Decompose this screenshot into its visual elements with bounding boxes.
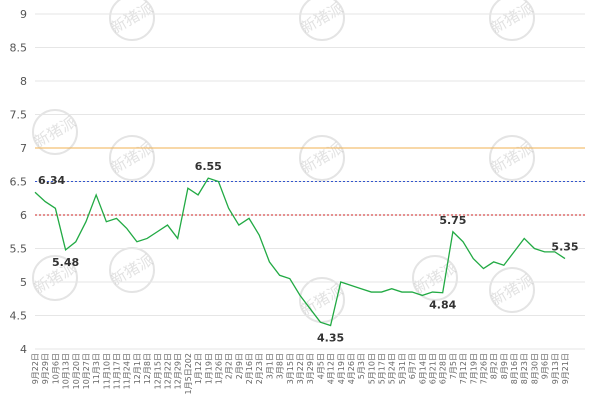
- watermark-circle: [109, 135, 155, 181]
- x-tick-label: 7月19日: [469, 353, 478, 384]
- x-tick-label: 9月21日: [561, 353, 570, 384]
- watermark-circle: [109, 0, 155, 41]
- watermark-circle: [32, 255, 78, 301]
- y-tick-label: 5: [20, 276, 27, 289]
- x-tick-label: 12月1日: [133, 353, 142, 384]
- x-tick-label: 3月1日: [265, 353, 274, 379]
- x-tick-label: 6月14日: [418, 353, 427, 384]
- x-tick-label: 1月26日: [214, 353, 223, 384]
- x-tick-label: 12月29日: [174, 353, 183, 389]
- watermark-circle: [32, 109, 78, 155]
- watermark-circle: [489, 0, 535, 41]
- watermark-circle: [489, 267, 535, 313]
- x-tick-label: 3月22日: [296, 353, 305, 384]
- x-tick-label: 3月15日: [286, 353, 295, 384]
- x-tick-label: 6月7日: [408, 353, 417, 379]
- x-tick-label: 6月21日: [429, 353, 438, 384]
- watermark-circle: [489, 135, 535, 181]
- watermark-circle: [299, 0, 345, 41]
- y-tick-label: 6.5: [10, 176, 28, 189]
- x-tick-label: 5月17日: [378, 353, 387, 384]
- x-tick-label: 7月26日: [479, 353, 488, 384]
- y-tick-label: 8.5: [10, 42, 28, 55]
- y-tick-label: 5.5: [10, 243, 28, 256]
- x-tick-label: 1月5日202: [184, 353, 193, 394]
- x-tick-label: 7月5日: [449, 353, 458, 379]
- x-tick-label: 7月12日: [459, 353, 468, 384]
- x-tick-label: 5月24日: [388, 353, 397, 384]
- x-tick-label: 2月2日: [225, 353, 234, 379]
- value-label: 5.35: [551, 241, 578, 254]
- x-tick-label: 4月5日: [316, 353, 325, 379]
- x-tick-label: 6月28日: [439, 353, 448, 384]
- x-tick-label: 8月30日: [530, 353, 539, 384]
- x-tick-label: 8月16日: [510, 353, 519, 384]
- x-tick-label: 4月19日: [337, 353, 346, 384]
- x-tick-label: 10月20日: [72, 353, 81, 389]
- x-tick-label: 3月8日: [276, 353, 285, 379]
- watermark-circle: [299, 135, 345, 181]
- value-label: 5.48: [52, 256, 79, 269]
- x-tick-label: 11月17日: [113, 353, 122, 389]
- x-tick-label: 9月13日: [551, 353, 560, 384]
- x-tick-label: 10月6日: [51, 353, 60, 384]
- y-tick-label: 4.5: [10, 310, 28, 323]
- x-tick-label: 12月15日: [153, 353, 162, 389]
- x-tick-label: 8月9日: [500, 353, 509, 379]
- y-tick-label: 4: [20, 343, 27, 356]
- x-tick-label: 11月3日: [92, 353, 101, 384]
- y-tick-label: 9: [20, 8, 27, 21]
- line: [34, 177, 566, 327]
- x-tick-label: 1月12日: [194, 353, 203, 384]
- x-tick-label: 10月13日: [62, 353, 71, 389]
- x-tick-label: 9月22日: [31, 353, 40, 384]
- watermark-circle: [299, 277, 345, 323]
- x-tick-label: 3月29日: [306, 353, 315, 384]
- x-tick-label: 5月10日: [367, 353, 376, 384]
- value-label: 6.55: [195, 160, 222, 173]
- watermark-circle: [412, 255, 458, 301]
- x-tick-label: 11月24日: [123, 353, 132, 389]
- x-tick-label: 9月29日: [41, 353, 50, 384]
- x-tick-label: 2月23日: [255, 353, 264, 384]
- x-tick-label: 9月6日: [541, 353, 550, 379]
- value-label: 4.35: [317, 332, 344, 345]
- value-label: 4.84: [429, 299, 456, 312]
- value-label: 6.34: [38, 174, 65, 187]
- y-tick-label: 7.5: [10, 109, 28, 122]
- x-tick-label: 4月12日: [327, 353, 336, 384]
- x-tick-label: 12月22日: [164, 353, 173, 389]
- x-tick-label: 4月26日: [347, 353, 356, 384]
- x-tick-label: 8月2日: [490, 353, 499, 379]
- x-tick-label: 12月8日: [143, 353, 152, 384]
- x-tick-label: 5月3日: [357, 353, 366, 379]
- value-label: 5.75: [439, 214, 466, 227]
- x-tick-label: 2月16日: [245, 353, 254, 384]
- y-tick-label: 7: [20, 142, 27, 155]
- x-tick-label: 10月27日: [82, 353, 91, 389]
- x-tick-label: 8月23日: [520, 353, 529, 384]
- x-tick-label: 5月31日: [398, 353, 407, 384]
- y-tick-label: 6: [20, 209, 27, 222]
- x-tick-label: 1月19日: [204, 353, 213, 384]
- y-tick-label: 8: [20, 75, 27, 88]
- x-tick-label: 2月9日: [235, 353, 244, 379]
- x-tick-label: 11月10日: [102, 353, 111, 389]
